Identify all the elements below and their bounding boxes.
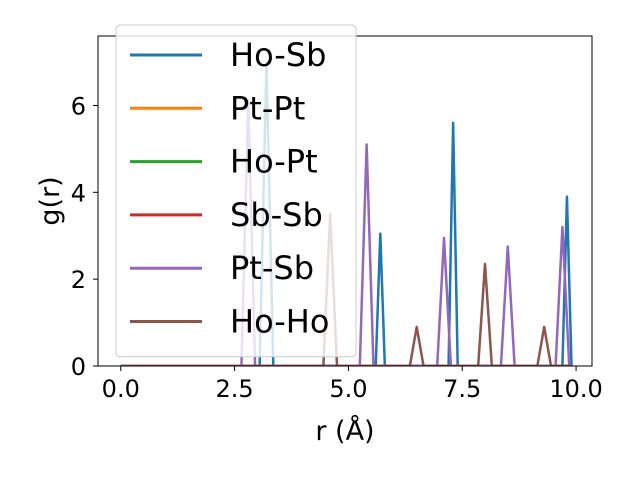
y-tick-label: 2	[71, 266, 86, 294]
x-axis-label: r (Å)	[315, 415, 374, 447]
y-axis-label: g(r)	[35, 176, 66, 225]
x-tick-label: 10.0	[549, 375, 602, 403]
y-tick-label: 4	[71, 179, 86, 207]
legend-label-pt-pt: Pt-Pt	[230, 89, 305, 127]
legend-label-sb-sb: Sb-Sb	[230, 196, 323, 234]
legend: Ho-Sb Pt-Pt Ho-Pt Sb-Sb Pt-Sb Ho-Ho	[115, 24, 357, 358]
x-tick-label: 2.5	[216, 375, 254, 403]
y-tick-label: 0	[71, 353, 86, 381]
x-tick-label: 5.0	[329, 375, 367, 403]
legend-label-pt-sb: Pt-Sb	[230, 249, 314, 287]
legend-label-ho-sb: Ho-Sb	[230, 36, 326, 74]
x-tick-label: 7.5	[443, 375, 481, 403]
x-tick-label: 0.0	[102, 375, 140, 403]
y-tick-label: 6	[71, 92, 86, 120]
legend-label-ho-pt: Ho-Pt	[230, 143, 318, 181]
legend-label-ho-ho: Ho-Ho	[230, 303, 329, 341]
